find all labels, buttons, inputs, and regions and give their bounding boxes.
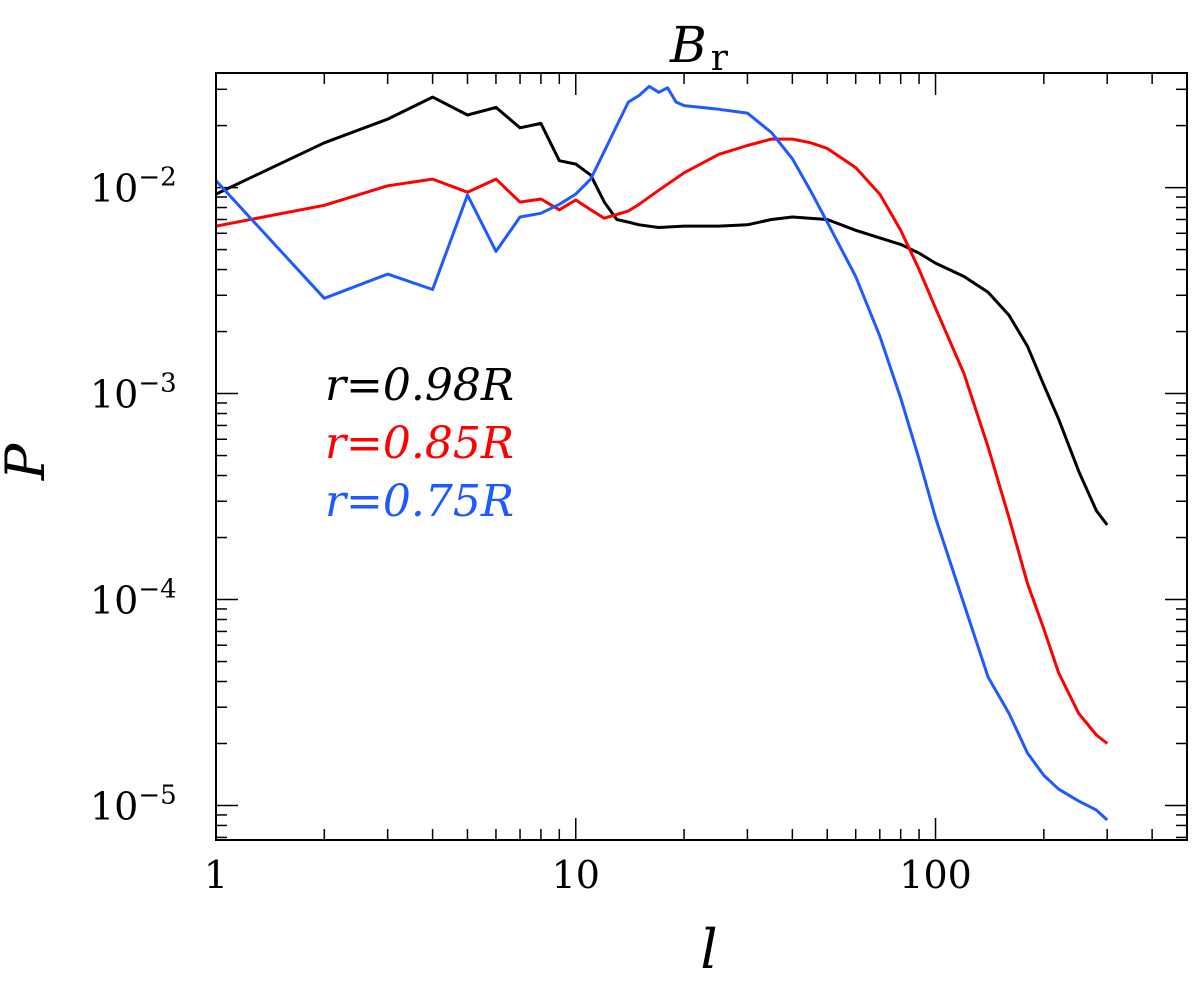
y-tick-label: 10−5	[90, 781, 177, 829]
legend-entry-2: r=0.75R	[325, 476, 514, 527]
axis-ticks	[215, 73, 1188, 840]
legend-entry-1: r=0.85R	[325, 418, 514, 469]
y-axis-label: P	[0, 442, 57, 481]
y-tick-label: 10−3	[90, 369, 177, 417]
legend: r=0.98R r=0.85R r=0.75R	[325, 360, 514, 527]
data-series	[216, 84, 1109, 822]
series-line-2	[216, 84, 1109, 822]
y-tick-label: 10−2	[90, 163, 177, 211]
x-tick-label: 1	[204, 853, 228, 897]
x-axis-label: l	[700, 918, 717, 981]
y-tick-label: 10−4	[90, 575, 177, 623]
tick-labels: 1 10 100 10−5 10−4 10−3 10−2	[90, 163, 972, 897]
plot-frame	[215, 72, 1188, 841]
x-tick-label: 10	[552, 853, 600, 897]
legend-entry-0: r=0.98R	[325, 360, 514, 411]
series-line-1	[216, 137, 1109, 745]
series-line-0	[216, 95, 1109, 526]
x-tick-label: 100	[899, 853, 972, 897]
